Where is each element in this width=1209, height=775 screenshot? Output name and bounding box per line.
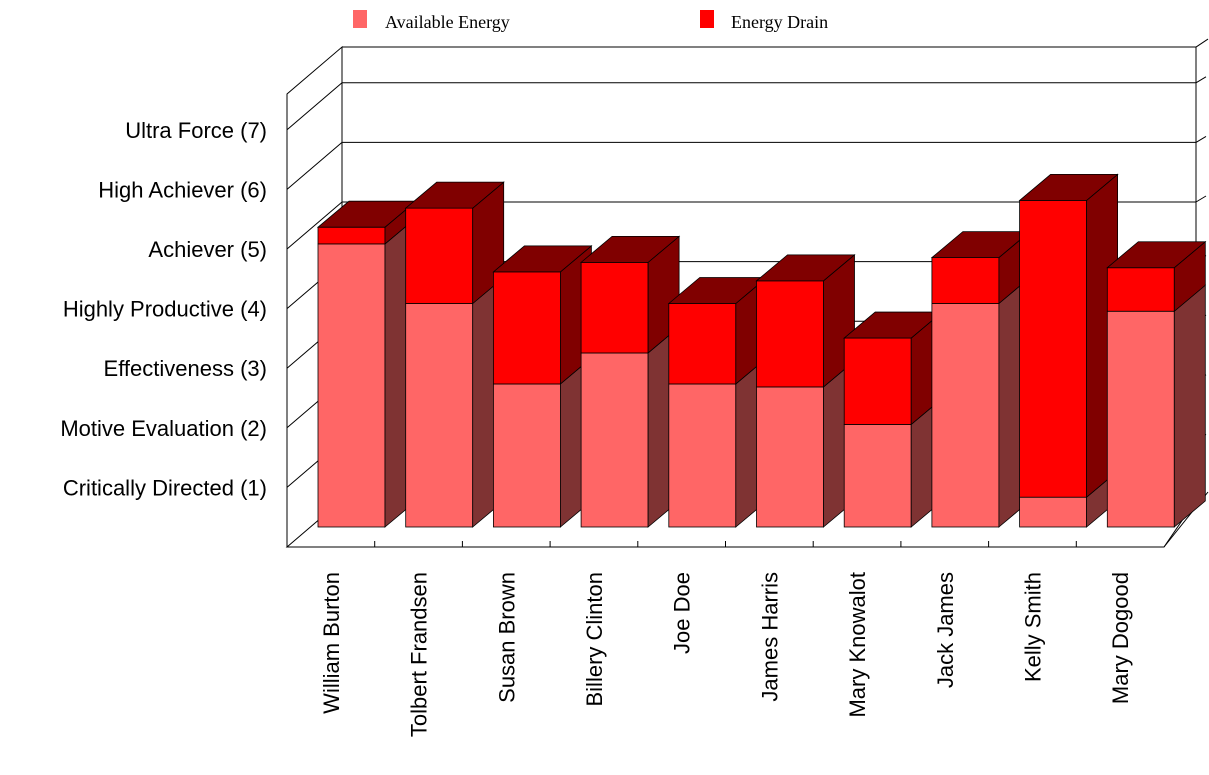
bar-segment-billery-clinton-available-energy (580, 352, 649, 528)
legend-swatch-energy-drain (700, 10, 714, 28)
tick-right-7 (1195, 76, 1207, 84)
bar-tolbert-frandsen (404, 181, 505, 528)
x-tick-label-kelly-smith: Kelly Smith (1020, 572, 1045, 682)
bar-top-kelly-smith (1018, 173, 1119, 201)
bar-top-james-harris (755, 254, 856, 282)
right-wall-top (1195, 38, 1209, 48)
legend-label-energy-drain: Energy Drain (731, 12, 828, 32)
x-tick-label-susan-brown: Susan Brown (494, 572, 519, 703)
x-tick-label-mary-dogood: Mary Dogood (1108, 572, 1133, 704)
bar-top-susan-brown (492, 245, 593, 273)
bar-segment-jack-james-available-energy (931, 303, 1000, 528)
bar-side-mary-dogood-available-energy (1173, 284, 1206, 528)
bar-segment-joe-doe-energy-drain (668, 303, 737, 385)
bar-billery-clinton (580, 235, 681, 528)
x-axis-labels: William Burton Tolbert Frandsen Susan Brow… (319, 572, 1133, 737)
bar-segment-tolbert-frandsen-available-energy (405, 303, 474, 528)
bar-segment-kelly-smith-energy-drain (1019, 199, 1087, 498)
gridline-left-6 (286, 142, 343, 190)
bar-segment-susan-brown-energy-drain (492, 271, 561, 385)
y-tick-label-6: High Achiever (6) (98, 177, 267, 202)
legend-swatch-available-energy (353, 10, 367, 28)
bar-segment-mary-knowalot-available-energy (843, 424, 912, 528)
bar-top-tolbert-frandsen (404, 181, 505, 209)
x-tick-label-mary-knowalot: Mary Knowalot (845, 572, 870, 718)
bar-segment-mary-dogood-available-energy (1106, 310, 1175, 528)
y-tick-label-1: Critically Directed (1) (63, 475, 267, 500)
bar-segment-william-burton-energy-drain (317, 226, 386, 245)
bar-segment-james-harris-energy-drain (756, 280, 824, 388)
y-tick-label-4: Highly Productive (4) (63, 297, 267, 322)
bar-mary-knowalot (843, 311, 944, 528)
x-tick-label-tolbert-frandsen: Tolbert Frandsen (407, 572, 432, 737)
gridline-left-7 (286, 82, 343, 131)
bar-susan-brown (492, 245, 593, 528)
bar-segment-mary-knowalot-energy-drain (843, 337, 912, 425)
bar-james-harris (755, 253, 856, 528)
bar-segment-william-burton-available-energy (317, 243, 386, 528)
y-tick-label-5: Achiever (5) (148, 237, 267, 262)
legend-label-available-energy: Available Energy (385, 12, 510, 32)
bars (316, 173, 1207, 528)
bar-segment-mary-dogood-energy-drain (1106, 267, 1175, 312)
bar-kelly-smith (1018, 173, 1119, 528)
bar-segment-billery-clinton-energy-drain (580, 261, 649, 354)
x-tick-label-billery-clinton: Billery Clinton (582, 572, 607, 707)
x-tick-label-william-burton: William Burton (319, 572, 344, 714)
tick-right-5 (1195, 195, 1207, 203)
bar-segment-joe-doe-available-energy (668, 383, 737, 528)
legend: Available Energy Energy Drain (353, 10, 828, 32)
x-tick-label-jack-james: Jack James (933, 572, 958, 688)
bar-segment-jack-james-energy-drain (931, 257, 1000, 304)
y-tick-label-2: Motive Evaluation (2) (60, 416, 267, 441)
x-tick-label-joe-doe: Joe Doe (670, 572, 695, 654)
y-tick-label-7: Ultra Force (7) (125, 118, 267, 143)
bar-segment-susan-brown-available-energy (492, 383, 561, 528)
bar-joe-doe (667, 276, 768, 528)
tick-right-6 (1195, 135, 1207, 143)
bar-jack-james (930, 230, 1031, 528)
bar-segment-tolbert-frandsen-energy-drain (405, 207, 474, 304)
bar-segment-kelly-smith-available-energy (1019, 496, 1087, 528)
y-axis-labels: Critically Directed (1) Motive Evaluation… (60, 118, 267, 501)
bar-top-billery-clinton (580, 235, 681, 263)
bar-top-mary-dogood (1106, 241, 1207, 269)
bar-mary-dogood (1106, 240, 1207, 528)
gridline-left-5 (286, 201, 343, 250)
bar-william-burton (316, 200, 418, 528)
bar-segment-james-harris-available-energy (756, 386, 824, 528)
y-tick-label-3: Effectiveness (3) (104, 356, 267, 381)
x-tick-label-james-harris: James Harris (757, 572, 782, 702)
